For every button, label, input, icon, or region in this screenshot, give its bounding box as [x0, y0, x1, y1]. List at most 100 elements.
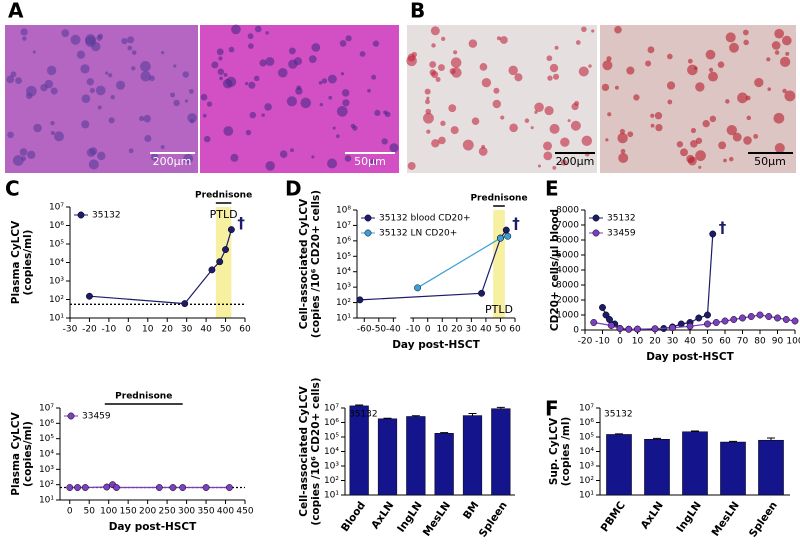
x-tick-label: -10 — [102, 325, 117, 335]
cell — [336, 134, 340, 139]
series-line — [359, 229, 507, 301]
cell — [108, 117, 115, 124]
cell — [784, 90, 796, 102]
point — [103, 483, 111, 491]
cell — [423, 112, 434, 124]
cell — [218, 56, 223, 61]
cell — [438, 64, 445, 72]
cell — [259, 59, 267, 67]
cell — [344, 155, 352, 162]
x-tick-label: 250 — [159, 507, 176, 517]
point — [774, 314, 781, 322]
legend-marker — [364, 214, 372, 222]
cell — [336, 106, 348, 117]
cell — [754, 77, 764, 88]
cell — [231, 24, 241, 35]
y-tick-label: 10² — [49, 295, 64, 305]
x-tick-label: 300 — [178, 507, 195, 517]
cell — [225, 76, 237, 88]
x-tick-label: 20 — [451, 325, 463, 335]
error-bar — [496, 406, 505, 409]
x-tick-label: MesLN — [421, 500, 453, 539]
scale-bar-label: 200µm — [153, 155, 192, 168]
x-tick-label: IngLN — [674, 500, 704, 535]
point — [616, 325, 624, 332]
point — [721, 317, 729, 325]
cell — [666, 81, 676, 90]
x-tick-label: Spleen — [747, 500, 780, 540]
legend-marker — [592, 229, 600, 237]
cell — [753, 134, 759, 139]
cell — [81, 120, 90, 129]
cell — [10, 71, 17, 78]
cell — [729, 42, 739, 53]
cell — [440, 120, 446, 127]
micrograph-texture — [6, 24, 796, 171]
cell — [705, 49, 716, 60]
y-axis-label: Plasma CyLCV — [10, 220, 22, 304]
cell — [774, 28, 784, 39]
point — [730, 316, 738, 323]
cell — [723, 158, 727, 163]
cell — [173, 99, 180, 107]
cell — [543, 141, 553, 151]
cell — [534, 102, 544, 112]
point — [81, 484, 89, 491]
x-tick-label: 20 — [649, 337, 661, 347]
y-tick-label: 10⁴ — [336, 267, 351, 277]
cell — [687, 58, 693, 64]
cell — [19, 148, 28, 156]
point — [216, 258, 224, 266]
cell — [143, 114, 151, 123]
cell — [553, 73, 560, 80]
cell — [607, 112, 612, 117]
cell — [150, 153, 159, 161]
cell — [742, 29, 749, 36]
cell — [549, 63, 559, 73]
x-tick-label: -60 — [357, 325, 372, 335]
cell — [698, 165, 702, 169]
point — [791, 317, 799, 325]
point — [739, 314, 746, 322]
cell — [308, 55, 317, 64]
error-bar — [355, 404, 364, 406]
cell — [173, 64, 177, 68]
cell — [253, 75, 260, 82]
cell — [249, 111, 257, 119]
cell — [21, 156, 27, 162]
panel-label: B — [410, 0, 425, 23]
error-bar — [383, 417, 392, 419]
cell — [575, 40, 581, 45]
treatment-label: Prednisone — [470, 194, 527, 204]
point — [712, 319, 720, 326]
cell — [206, 101, 213, 107]
cell — [508, 65, 518, 76]
y-tick-label: 10⁵ — [49, 240, 64, 250]
cell — [211, 61, 219, 69]
cell — [620, 148, 626, 154]
x-tick-label: 50 — [220, 325, 232, 335]
y-tick-label: 4000 — [556, 266, 579, 276]
cell — [493, 87, 500, 94]
cell — [626, 66, 635, 75]
scale-bar-label: 200µm — [556, 155, 595, 168]
cell — [288, 59, 298, 69]
y-tick-label: 10⁵ — [324, 433, 339, 443]
y-axis-label: (copies /ml) — [560, 417, 572, 487]
cell — [327, 74, 337, 84]
legend-label: 35132 blood CD20+ — [379, 214, 471, 224]
y-tick-label: 6000 — [556, 236, 579, 246]
error-bar — [691, 430, 699, 432]
cell — [426, 96, 430, 100]
bar — [720, 441, 746, 496]
y-tick-label: 3000 — [556, 281, 579, 291]
ptld-label: PTLD — [210, 208, 238, 221]
cell — [245, 81, 249, 86]
cell — [340, 72, 345, 76]
cell — [321, 78, 328, 84]
y-tick-label: 10⁴ — [39, 450, 54, 460]
cell — [448, 104, 457, 113]
cell — [774, 50, 780, 55]
x-tick-label: 100 — [100, 507, 117, 517]
